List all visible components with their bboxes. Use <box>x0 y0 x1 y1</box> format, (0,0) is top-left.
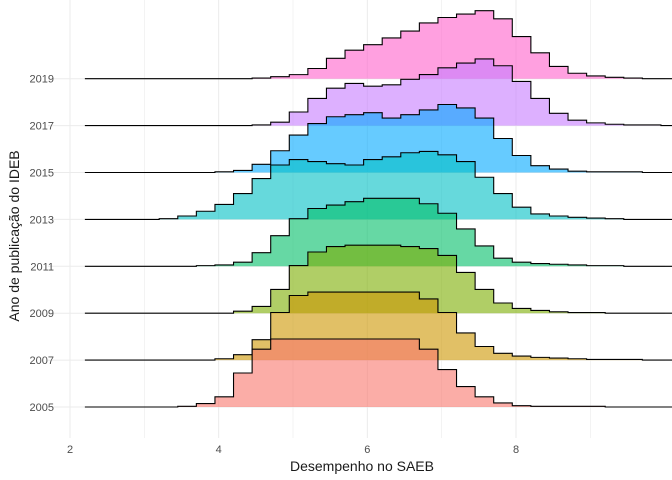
ridge-outline-2017 <box>84 58 672 127</box>
ridge-outline-2007 <box>84 291 672 361</box>
ridge-2017 <box>84 58 672 127</box>
y-tick-label: 2005 <box>30 402 54 414</box>
x-tick-label: 8 <box>513 444 519 456</box>
x-axis-title: Desempenho no SAEB <box>290 458 434 474</box>
ridge-2007 <box>84 291 672 361</box>
ridge-fill-2005 <box>84 339 672 407</box>
ridge-2005 <box>84 338 672 408</box>
ridge-2013 <box>84 150 672 220</box>
y-tick-label: 2007 <box>30 355 54 367</box>
y-tick-label: 2009 <box>30 308 54 320</box>
ridge-fill-2009 <box>84 245 672 314</box>
y-axis-ticks: 2005 2007 2009 2011 2013 2015 2017 2019 <box>30 74 54 414</box>
ridge-2015 <box>84 103 672 174</box>
ridge-outline-2009 <box>84 244 672 314</box>
ridge-2009 <box>84 244 672 314</box>
y-tick-label: 2019 <box>30 74 54 86</box>
y-axis-title: Ano de publicação do IDEB <box>6 150 22 321</box>
ridge-outline-2013 <box>84 150 672 220</box>
x-tick-label: 2 <box>67 444 73 456</box>
y-tick-label: 2015 <box>30 168 54 180</box>
ridge-fill-2007 <box>84 292 672 361</box>
ridge-2011 <box>84 197 672 267</box>
ridge-2019 <box>84 10 672 80</box>
ridge-fill-2013 <box>84 151 672 220</box>
y-tick-label: 2013 <box>30 214 54 226</box>
y-tick-label: 2011 <box>30 261 54 273</box>
ridge-outline-2011 <box>84 197 672 267</box>
y-tick-label: 2017 <box>30 121 54 133</box>
ridge-fill-2017 <box>84 58 672 126</box>
x-tick-label: 6 <box>364 444 370 456</box>
x-tick-label: 4 <box>216 444 222 456</box>
ridge-outline-2005 <box>84 338 672 408</box>
ridge-outline-2015 <box>84 103 672 174</box>
ridge-fill-2011 <box>84 198 672 267</box>
x-axis-ticks: 2 4 6 8 <box>67 444 519 456</box>
ridge-outline-2019 <box>84 10 672 80</box>
ridges <box>84 10 672 408</box>
